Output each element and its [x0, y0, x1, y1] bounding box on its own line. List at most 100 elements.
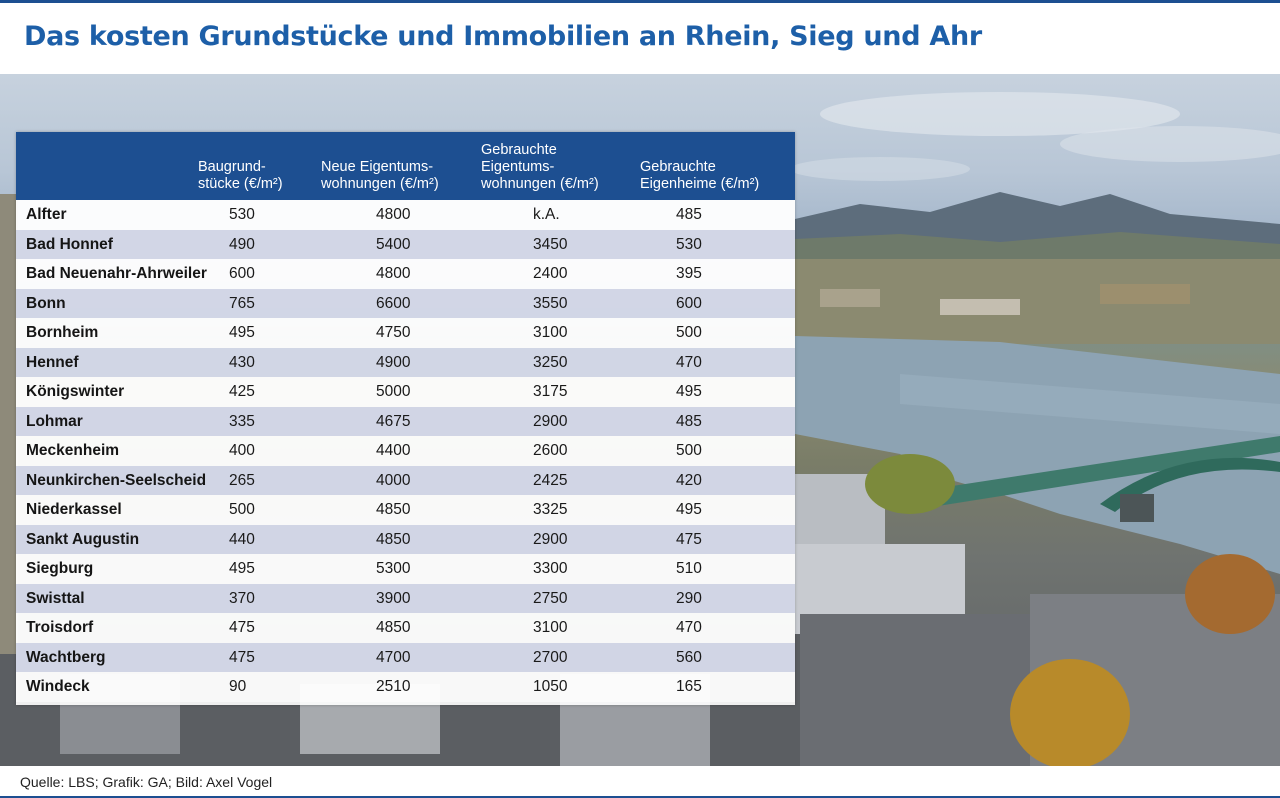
table-row: Troisdorf 475 4850 3100 470	[16, 613, 795, 643]
table-cell: 3100	[533, 324, 568, 341]
table-row: Bornheim 495 4750 3100 500	[16, 318, 795, 348]
column-header-line: wohnungen (€/m²)	[321, 176, 439, 192]
table-cell: 370	[229, 589, 255, 607]
table-cell: 475	[676, 530, 702, 548]
table-cell: 2510	[376, 678, 411, 695]
table-cell: 470	[676, 619, 702, 636]
column-header-line: Neue Eigentums-	[321, 159, 434, 175]
table-cell: 500	[676, 442, 702, 459]
table-row: Bad Honnef 490 5400 3450 530	[16, 229, 795, 259]
row-city-name: Bonn	[26, 294, 66, 312]
table-cell: 600	[229, 265, 255, 282]
table-cell: 600	[676, 294, 702, 312]
table-row: Meckenheim 400 4400 2600 500	[16, 436, 795, 466]
table-cell: 485	[676, 206, 702, 223]
table-cell: k.A.	[533, 206, 560, 223]
table-cell: 430	[229, 353, 255, 371]
column-header-gebrauchte-eigentumswohnungen: Gebrauchte Eigentums- wohnungen (€/m²)	[481, 142, 599, 193]
table-cell: 4850	[376, 619, 411, 636]
table-cell: 2900	[533, 412, 568, 430]
column-header-line: Eigentums-	[481, 159, 555, 175]
table-cell: 420	[676, 471, 702, 489]
table-cell: 3325	[533, 501, 568, 518]
table-cell: 510	[676, 560, 702, 577]
table-cell: 530	[676, 235, 702, 253]
table-cell: 2700	[533, 648, 568, 666]
table-cell: 4700	[376, 648, 411, 666]
table-row: Alfter 530 4800 k.A. 485	[16, 200, 795, 230]
table-cell: 765	[229, 294, 255, 312]
table-cell: 3450	[533, 235, 568, 253]
row-city-name: Troisdorf	[26, 619, 94, 636]
table-cell: 5300	[376, 560, 411, 577]
table-row: Windeck 90 2510 1050 165	[16, 672, 795, 702]
table-cell: 560	[676, 648, 702, 666]
source-credit: Quelle: LBS; Grafik: GA; Bild: Axel Voge…	[20, 774, 273, 790]
page-title: Das kosten Grundstücke und Immobilien an…	[24, 21, 982, 52]
table-row: Lohmar 335 4675 2900 485	[16, 406, 795, 436]
table-cell: 3300	[533, 560, 568, 577]
table-cell: 4800	[376, 265, 411, 282]
table-row: Siegburg 495 5300 3300 510	[16, 554, 795, 584]
row-city-name: Lohmar	[26, 412, 83, 430]
table-cell: 3250	[533, 353, 568, 371]
table-cell: 485	[676, 412, 702, 430]
table-cell: 2600	[533, 442, 568, 459]
table-cell: 475	[229, 648, 255, 666]
table-cell: 165	[676, 678, 702, 695]
table-row: Wachtberg 475 4700 2700 560	[16, 642, 795, 672]
table-cell: 3550	[533, 294, 568, 312]
column-header-line: Baugrund-	[198, 159, 266, 175]
table-row: Hennef 430 4900 3250 470	[16, 347, 795, 377]
table-cell: 470	[676, 353, 702, 371]
row-city-name: Wachtberg	[26, 648, 106, 666]
table-cell: 2425	[533, 471, 568, 489]
price-table: Baugrund- stücke (€/m²) Neue Eigentums- …	[16, 132, 795, 705]
table-cell: 1050	[533, 678, 568, 695]
column-header-baugrundstuecke: Baugrund- stücke (€/m²)	[198, 159, 283, 193]
row-city-name: Bad Honnef	[26, 235, 113, 253]
footer: Quelle: LBS; Grafik: GA; Bild: Axel Voge…	[0, 766, 1280, 798]
table-row: Swisttal 370 3900 2750 290	[16, 583, 795, 613]
column-header-line: Gebrauchte	[640, 159, 716, 175]
row-city-name: Sankt Augustin	[26, 530, 140, 548]
table-cell: 495	[229, 560, 255, 577]
column-header-line: Eigenheime (€/m²)	[640, 176, 760, 192]
table-cell: 265	[229, 471, 255, 489]
table-cell: 4750	[376, 324, 411, 341]
column-header-gebrauchte-eigenheime: Gebrauchte Eigenheime (€/m²)	[640, 159, 759, 193]
table-cell: 335	[229, 412, 255, 430]
table-cell: 495	[676, 383, 702, 400]
table-row: Bonn 765 6600 3550 600	[16, 288, 795, 318]
row-city-name: Niederkassel	[26, 501, 122, 518]
column-header-line: Gebrauchte	[481, 142, 557, 158]
table-row: Bad Neuenahr-Ahrweiler 600 4800 2400 395	[16, 259, 795, 289]
table-cell: 490	[229, 235, 255, 253]
column-header-line: stücke (€/m²)	[198, 176, 283, 192]
table-body: Alfter 530 4800 k.A. 485 Bad Honnef 490 5400 345…	[16, 200, 795, 702]
table-header: Baugrund- stücke (€/m²) Neue Eigentums- …	[16, 132, 795, 200]
table-cell: 4000	[376, 471, 411, 489]
table-row: Königswinter 425 5000 3175 495	[16, 377, 795, 407]
table-cell: 290	[676, 589, 702, 607]
table-row: Neunkirchen-Seelscheid 265 4000 2425 420	[16, 465, 795, 495]
table-cell: 395	[676, 265, 702, 282]
row-city-name: Bornheim	[26, 324, 99, 341]
row-city-name: Swisttal	[26, 589, 85, 607]
table-cell: 4900	[376, 353, 411, 371]
table-cell: 530	[229, 206, 255, 223]
table-cell: 425	[229, 383, 255, 400]
table-cell: 3100	[533, 619, 568, 636]
row-city-name: Windeck	[26, 678, 90, 695]
table-cell: 2750	[533, 589, 568, 607]
table-cell: 4400	[376, 442, 411, 459]
table-cell: 495	[229, 324, 255, 341]
table-row: Sankt Augustin 440 4850 2900 475	[16, 524, 795, 554]
table-cell: 4675	[376, 412, 411, 430]
table-cell: 4850	[376, 530, 411, 548]
column-header-line: wohnungen (€/m²)	[481, 176, 599, 192]
table-cell: 2900	[533, 530, 568, 548]
table-cell: 4850	[376, 501, 411, 518]
table-cell: 475	[229, 619, 255, 636]
row-city-name: Siegburg	[26, 560, 94, 577]
